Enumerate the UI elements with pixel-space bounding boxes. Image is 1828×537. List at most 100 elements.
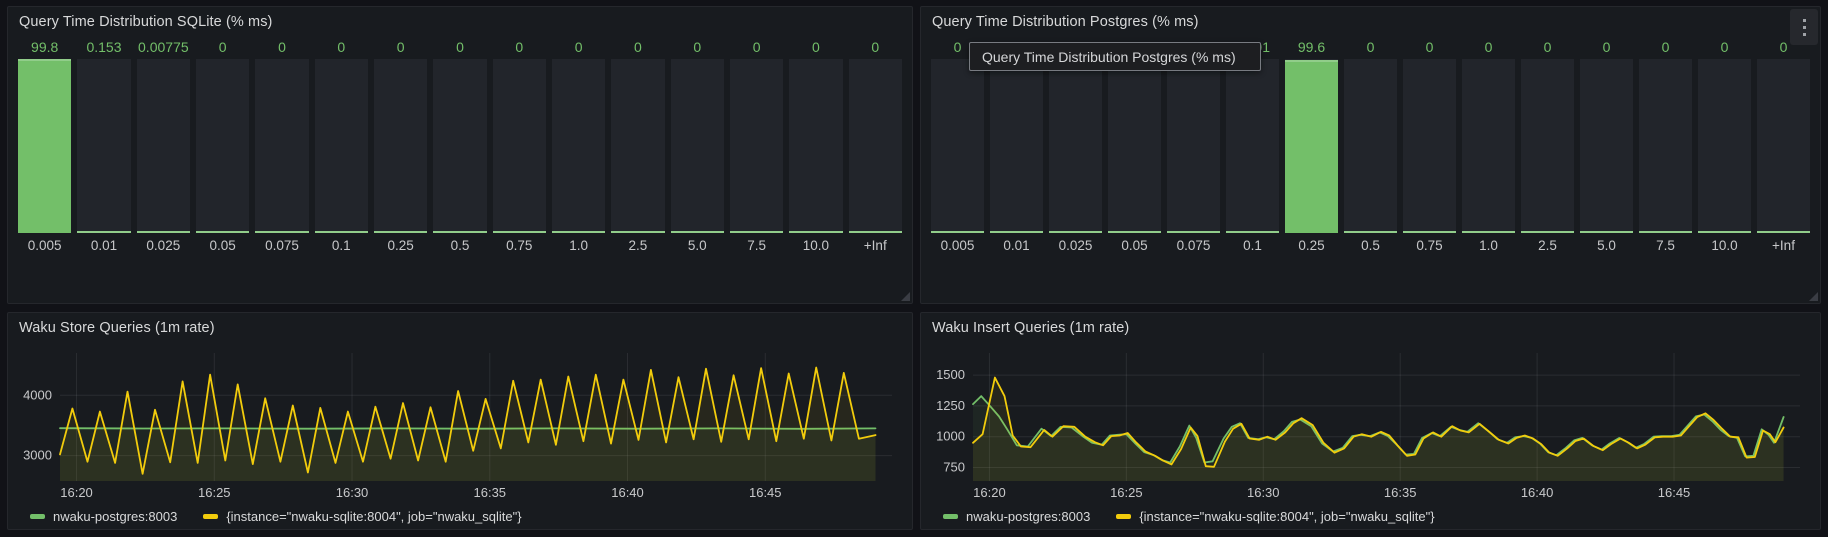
bar-track: [18, 59, 72, 233]
bar-track: [789, 59, 843, 233]
series-color-swatch: [943, 513, 958, 519]
series-color-swatch: [30, 513, 45, 519]
panel-title[interactable]: Waku Insert Queries (1m rate): [932, 320, 1130, 336]
bar-fill: [729, 230, 784, 233]
panel-waku-store-queries: Waku Store Queries (1m rate) 16:20 16:25 1…: [7, 312, 913, 530]
panel-query-time-sqlite: Query Time Distribution SQLite (% ms) 99…: [7, 6, 913, 304]
panel-header: Waku Insert Queries (1m rate): [921, 313, 1820, 343]
x-axis-tick-label: 16:40: [1521, 485, 1554, 500]
bar-bucket-label: 0.25: [387, 238, 414, 253]
timeseries-plot[interactable]: 16:20 16:25 16:30 16:35 16:40 16:45 3000 4000: [12, 345, 906, 503]
bar-fill: [1285, 59, 1338, 233]
kebab-vertical-icon[interactable]: [1790, 9, 1818, 45]
bar-value-label: 0: [218, 39, 227, 55]
bar-bucket-label: 0.75: [1416, 238, 1443, 253]
series-color-swatch: [1116, 513, 1132, 519]
bar-fill: [314, 230, 368, 233]
panel-title[interactable]: Query Time Distribution SQLite (% ms): [19, 14, 273, 30]
legend-label[interactable]: nwaku-postgres:8003: [53, 508, 178, 524]
bar-value-label: 0: [1366, 39, 1375, 55]
y-axis-tick-label: 3000: [23, 448, 52, 463]
legend-label[interactable]: {instance="nwaku-sqlite:8004", job="nwak…: [1139, 508, 1435, 524]
legend-item-postgres[interactable]: nwaku-postgres:8003: [30, 509, 177, 524]
bar-value-label: 0: [953, 39, 962, 55]
bar-track: [1698, 59, 1751, 233]
kebab-dot: [1802, 32, 1806, 36]
bar-bucket-label: 0.075: [1176, 238, 1211, 253]
bar-fill: [255, 230, 309, 233]
legend-label[interactable]: {instance="nwaku-sqlite:8004", job="nwak…: [226, 508, 522, 524]
series-color-swatch: [203, 513, 219, 519]
panel-title[interactable]: Waku Store Queries (1m rate): [19, 320, 215, 336]
series-area-fill: [60, 367, 876, 481]
bar-value-label: 0: [396, 39, 405, 55]
bar-track: [1285, 59, 1338, 233]
bar-value-label: 0.153: [86, 39, 122, 55]
bar-fill: [195, 230, 250, 233]
legend-item-sqlite[interactable]: {instance="nwaku-sqlite:8004", job="nwak…: [203, 508, 522, 524]
bar-column-0.075: 0 0.075: [255, 37, 309, 257]
bar-column-2.5: 0 2.5: [611, 37, 665, 257]
bar-track: [931, 59, 984, 233]
bar-column-0.01: 0.153 0.01: [77, 37, 131, 257]
bar-fill: [551, 230, 606, 233]
panel-waku-insert-queries: Waku Insert Queries (1m rate) 16:20 16:25…: [920, 312, 1821, 530]
bar-track: [433, 59, 487, 233]
series-area-fill: [973, 396, 1784, 481]
bar-value-label: 0: [752, 39, 761, 55]
bar-track: [1167, 59, 1220, 233]
bar-column-5.0: 0 5.0: [670, 37, 724, 257]
bar-bucket-label: 5.0: [687, 238, 707, 253]
bar-fill: [611, 230, 665, 233]
timeseries-plot[interactable]: 16:20 16:25 16:30 16:35 16:40 16:45 750 1000 125…: [925, 345, 1814, 503]
bar-value-label: 0: [871, 39, 880, 55]
y-axis-tick-label: 1500: [936, 367, 965, 382]
legend-item-postgres[interactable]: nwaku-postgres:8003: [943, 509, 1090, 524]
legend: nwaku-postgres:8003 {instance="nwaku-sql…: [921, 503, 1820, 529]
bar-column-0.025: 00.025: [1049, 37, 1102, 257]
bar-track: [670, 59, 724, 233]
bar-bucket-label: 0.75: [506, 238, 533, 253]
series-area-fill: [60, 428, 876, 481]
bar-column-0.25: 99.6 0.25: [1285, 37, 1338, 257]
bar-value-label: 0: [278, 39, 286, 55]
bar-column-0.75: 0 0.75: [1403, 37, 1456, 257]
bar-fill: [1580, 230, 1633, 233]
diagonal-resize-icon[interactable]: [1809, 292, 1818, 301]
bar-value-label: 0: [1779, 39, 1788, 55]
bar-bucket-label: 0.025: [146, 238, 181, 253]
timeseries-store: 16:20 16:25 16:30 16:35 16:40 16:45 3000 4000: [8, 343, 912, 503]
series-line: [59, 427, 877, 430]
x-axis-tick-label: 16:20: [60, 485, 93, 500]
bar-column-0.005: 99.8 0.005: [18, 37, 72, 257]
legend-item-sqlite[interactable]: {instance="nwaku-sqlite:8004", job="nwak…: [1116, 508, 1435, 524]
panel-header: Query Time Distribution Postgres (% ms): [921, 7, 1820, 37]
legend-label[interactable]: nwaku-postgres:8003: [966, 508, 1091, 524]
bar-fill: [77, 230, 131, 233]
bar-fill: [1226, 230, 1279, 233]
bar-value-label: 0: [337, 39, 346, 55]
bar-bucket-label: 0.05: [1121, 238, 1148, 253]
panel-query-time-postgres: Query Time Distribution Postgres (% ms) …: [920, 6, 1821, 304]
bar-track: [1639, 59, 1692, 233]
bar-bucket-label: 0.05: [209, 238, 236, 253]
bar-fill: [1167, 230, 1220, 233]
panel-title[interactable]: Query Time Distribution Postgres (% ms): [932, 14, 1199, 30]
diagonal-resize-icon[interactable]: [901, 292, 910, 301]
bar-fill: [1521, 230, 1574, 233]
bar-fill: [1698, 230, 1751, 233]
bar-track: [136, 59, 190, 233]
bar-value-label: 0: [1720, 39, 1729, 55]
bar-value-label: 0.00775: [138, 39, 189, 55]
x-axis-tick-label: 16:40: [611, 485, 644, 500]
legend: nwaku-postgres:8003 {instance="nwaku-sql…: [8, 503, 912, 529]
bar-track: [373, 59, 428, 233]
bar-fill: [1049, 230, 1102, 233]
panel-header: Query Time Distribution SQLite (% ms): [8, 7, 912, 37]
bar-fill: [1108, 230, 1161, 233]
panel-title-tooltip: Query Time Distribution Postgres (% ms): [969, 42, 1261, 71]
bar-fill: [136, 230, 190, 233]
bar-fill: [1757, 230, 1810, 233]
bar-value-label: 0: [515, 39, 524, 55]
bar-bucket-label: 0.5: [450, 238, 470, 253]
